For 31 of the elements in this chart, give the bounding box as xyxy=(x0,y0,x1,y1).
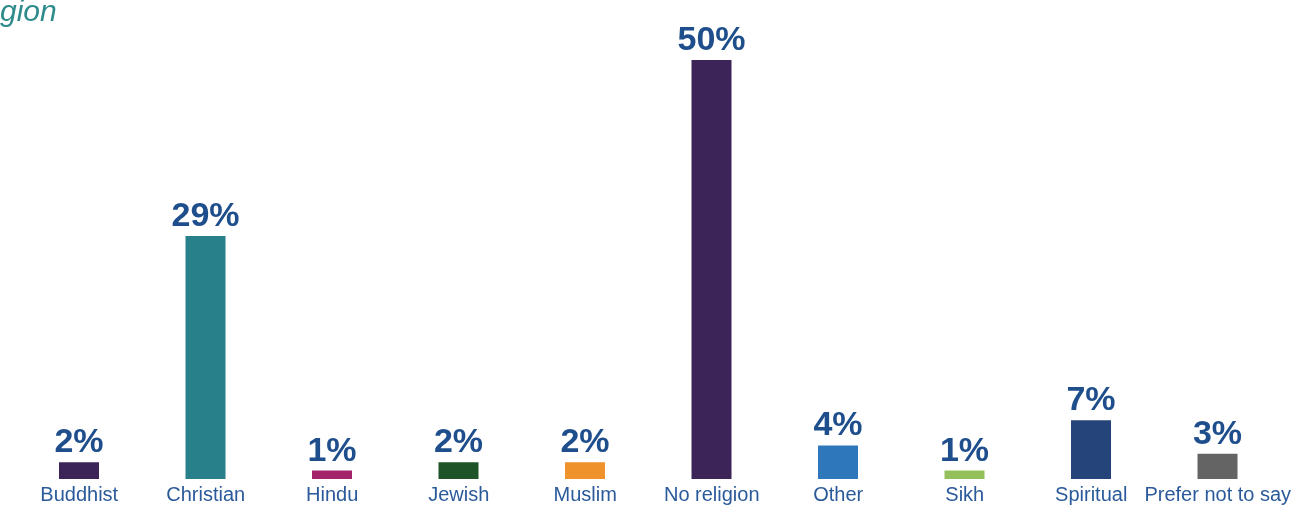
bar xyxy=(1197,453,1238,479)
chart-title: gion xyxy=(0,0,57,28)
data-label: 2% xyxy=(433,421,484,460)
bar xyxy=(565,462,606,479)
x-tick-label: Christian xyxy=(166,483,246,506)
x-tick-label: No religion xyxy=(663,483,760,506)
x-tick-label: Jewish xyxy=(428,483,490,506)
data-label: 2% xyxy=(54,421,104,460)
data-label: 1% xyxy=(307,429,357,468)
data-label: 29% xyxy=(171,194,240,233)
x-tick-label: Spiritual xyxy=(1055,483,1128,506)
bar xyxy=(312,470,353,479)
x-tick-label: Other xyxy=(813,483,864,506)
data-label: 4% xyxy=(813,404,863,443)
data-label: 1% xyxy=(939,429,990,468)
bar xyxy=(185,235,226,479)
bar xyxy=(944,470,985,479)
bar xyxy=(691,60,732,479)
bar xyxy=(59,462,100,479)
bar xyxy=(818,445,859,479)
data-label: 7% xyxy=(1066,379,1116,418)
data-label: 3% xyxy=(1192,412,1243,451)
bar xyxy=(1071,420,1112,479)
x-tick-label: Hindu xyxy=(306,483,359,506)
x-tick-label: Muslim xyxy=(553,483,617,506)
bar xyxy=(438,462,479,479)
data-label: 50% xyxy=(677,19,746,57)
x-tick-label: Buddhist xyxy=(40,483,119,506)
data-label: 2% xyxy=(560,421,610,460)
x-tick-label: Sikh xyxy=(945,483,985,506)
x-tick-label: Prefer not to say xyxy=(1144,483,1292,506)
